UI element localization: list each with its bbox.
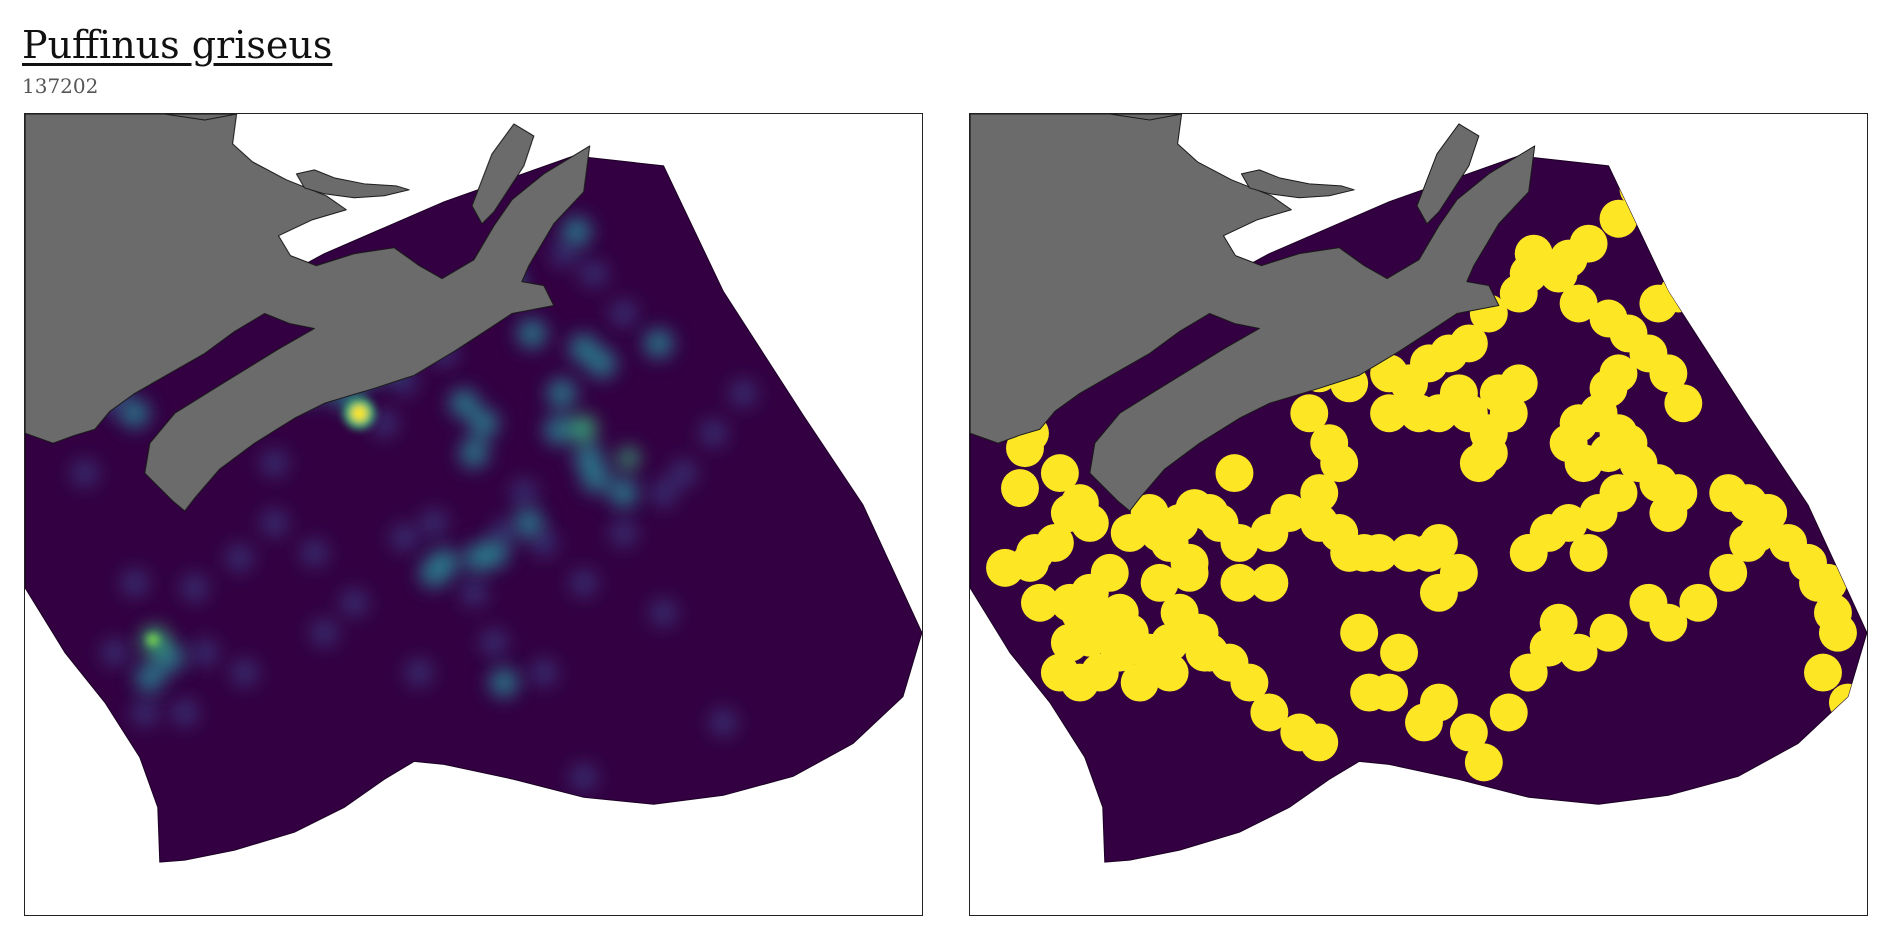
presence-blob bbox=[1216, 454, 1254, 492]
presence-map bbox=[970, 114, 1867, 915]
presence-blob bbox=[1590, 614, 1628, 652]
presence-blob bbox=[1570, 534, 1608, 572]
species-id: 137202 bbox=[22, 76, 98, 96]
presence-blob bbox=[1001, 469, 1039, 507]
presence-blob bbox=[1176, 489, 1214, 527]
presence-blob bbox=[1804, 654, 1842, 692]
presence-blob bbox=[1340, 614, 1378, 652]
presence-blob bbox=[1051, 584, 1089, 622]
presence-blob bbox=[1250, 564, 1288, 602]
presence-blob bbox=[1171, 554, 1209, 592]
species-title: Puffinus griseus bbox=[22, 26, 332, 64]
presence-blob bbox=[1500, 364, 1538, 402]
presence-blob bbox=[1071, 619, 1109, 657]
presence-blob bbox=[1510, 534, 1548, 572]
presence-blob bbox=[1829, 684, 1867, 722]
presence-blob bbox=[1071, 504, 1109, 542]
density-map bbox=[25, 114, 922, 915]
presence-blob bbox=[1600, 200, 1638, 238]
presence-blob bbox=[1819, 614, 1857, 652]
presence-blob bbox=[1370, 394, 1408, 432]
presence-blob bbox=[1420, 574, 1458, 612]
density-map-panel bbox=[24, 113, 923, 916]
presence-map-panel bbox=[969, 113, 1868, 916]
presence-blob bbox=[1649, 494, 1687, 532]
presence-blob bbox=[1679, 584, 1717, 622]
presence-blob bbox=[1136, 639, 1174, 677]
presence-blob bbox=[1350, 674, 1388, 712]
presence-blob bbox=[1016, 534, 1054, 572]
presence-blob bbox=[1515, 235, 1553, 273]
presence-blob bbox=[1405, 704, 1443, 742]
presence-blob bbox=[1380, 634, 1418, 672]
presence-blob bbox=[1465, 743, 1503, 781]
presence-blob bbox=[1490, 694, 1528, 732]
presence-blob bbox=[1460, 444, 1498, 482]
presence-blob bbox=[1664, 384, 1702, 422]
presence-blob bbox=[1300, 723, 1338, 761]
